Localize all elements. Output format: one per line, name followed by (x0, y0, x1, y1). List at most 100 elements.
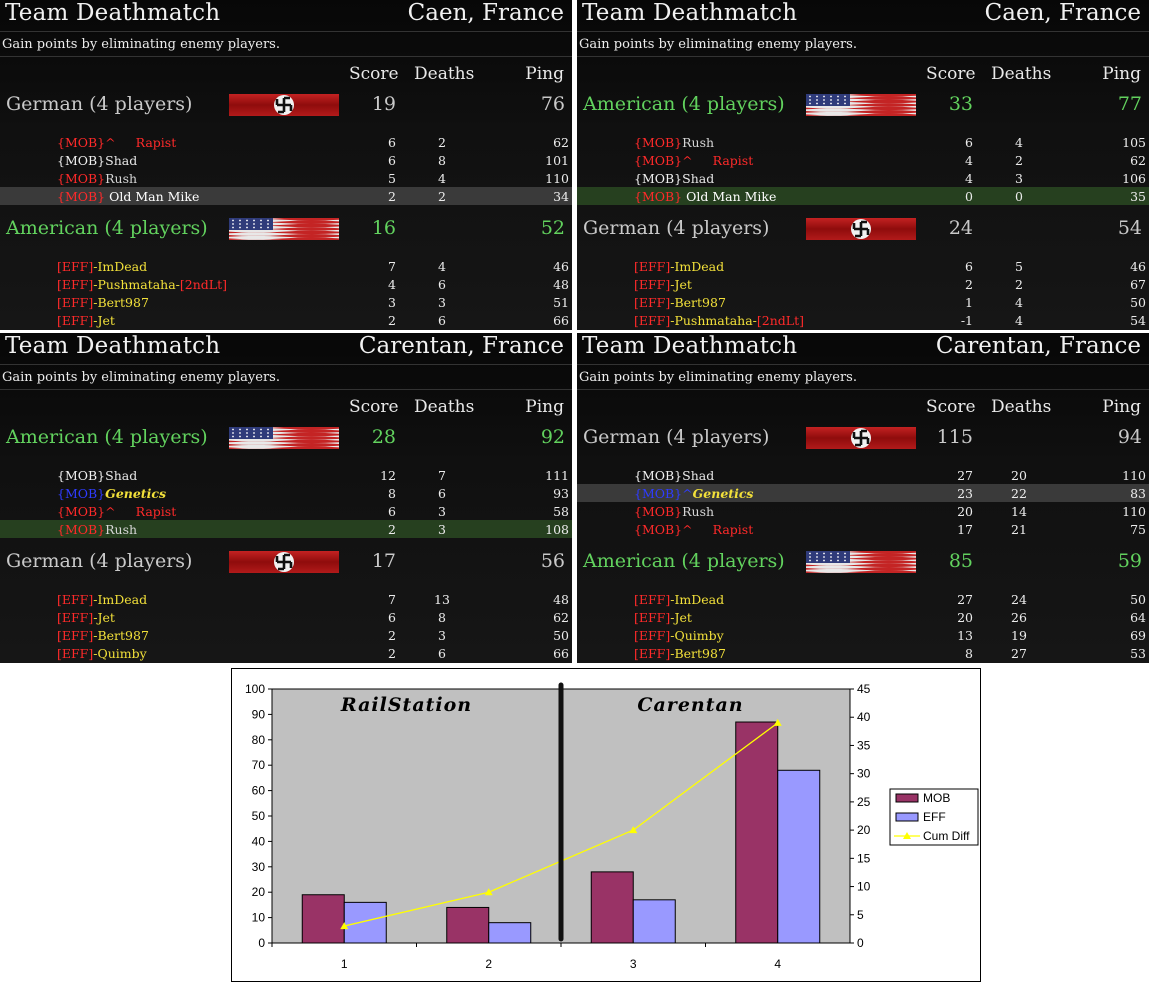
chart-legend: MOB EFF Cum Diff (889, 788, 979, 846)
y2-tick-label: 30 (857, 767, 871, 781)
german-flag-icon (806, 218, 916, 240)
bar-mob (301, 894, 345, 944)
team-score: 85 (948, 550, 973, 572)
player-row[interactable]: [EFF]-ImDead 27 24 50 (577, 590, 1149, 608)
player-ping: 50 (553, 628, 569, 643)
player-nick: -Jet (93, 610, 115, 625)
y2-tick-label: 20 (857, 823, 871, 837)
player-row[interactable]: {MOB}^Genetics 23 22 83 (577, 484, 1149, 502)
player-row[interactable]: {MOB}Rush 5 4 110 (0, 169, 572, 187)
y2-tick-label: 25 (857, 795, 871, 809)
player-row[interactable]: [EFF]-Jet 6 8 62 (0, 608, 572, 626)
player-row[interactable]: {MOB}Shad 6 8 101 (0, 151, 572, 169)
bar-mob (590, 871, 634, 944)
player-row[interactable]: {MOB}Rush 2 3 108 (0, 520, 572, 538)
player-score: 2 (388, 646, 396, 661)
player-row[interactable]: [EFF]-Jet 2 6 66 (0, 311, 572, 329)
player-row[interactable]: [EFF]-ImDead 6 5 46 (577, 257, 1149, 275)
team-ping: 54 (1117, 217, 1142, 239)
player-deaths: 3 (1015, 171, 1023, 186)
player-row[interactable]: [EFF]-Bert987 8 27 53 (577, 644, 1149, 662)
clan-tag: [EFF] (57, 277, 94, 292)
y-tick-label: 20 (252, 885, 266, 899)
ping-column-header: Ping (525, 397, 564, 417)
player-row[interactable]: {MOB}Shad 12 7 111 (0, 466, 572, 484)
player-ping: 105 (1122, 135, 1146, 150)
clan-tag: {MOB} (57, 171, 106, 186)
player-row[interactable]: {MOB}^ Rapist 6 3 58 (0, 502, 572, 520)
map-label-carentan: Carentan (637, 694, 743, 716)
player-row[interactable]: {MOB} Old Man Mike 2 2 34 (0, 187, 572, 205)
score-chart: 0 10 20 30 40 50 60 70 80 90 100 0 5 10 15 20 25 30 35 40 45… (231, 668, 981, 982)
player-nick: -Bert987 (93, 295, 149, 310)
player-score: 27 (957, 468, 973, 483)
game-mode-title: Team Deathmatch (582, 0, 798, 26)
clan-tag: [EFF] (634, 277, 671, 292)
player-score: 6 (965, 259, 973, 274)
ping-column-header: Ping (1102, 64, 1141, 84)
team-name: German (4 players) (6, 550, 193, 572)
player-row[interactable]: {MOB} Old Man Mike 0 0 35 (577, 187, 1149, 205)
player-ping: 64 (1130, 610, 1146, 625)
player-nick: -Quimby (670, 628, 724, 643)
player-name: [EFF]-Bert987 (57, 295, 149, 310)
player-row[interactable]: [EFF]-Jet 20 26 64 (577, 608, 1149, 626)
player-nick: -Jet (670, 277, 692, 292)
player-score: 4 (965, 153, 973, 168)
player-row[interactable]: {MOB}Shad 4 3 106 (577, 169, 1149, 187)
player-name: [EFF]-Quimby (57, 646, 147, 661)
player-row[interactable]: {MOB}^ Rapist 17 21 75 (577, 520, 1149, 538)
player-row[interactable]: [EFF]-Bert987 2 3 50 (0, 626, 572, 644)
y-tick-label: 50 (252, 809, 266, 823)
player-deaths: 4 (438, 259, 446, 274)
clan-tag: [EFF] (57, 259, 94, 274)
player-ping: 69 (1130, 628, 1146, 643)
player-row[interactable]: [EFF]-Quimby 2 6 66 (0, 644, 572, 662)
player-row[interactable]: {MOB}^ Rapist 4 2 62 (577, 151, 1149, 169)
cum-diff-point (773, 718, 782, 726)
player-nick: -ImDead (93, 592, 148, 607)
player-row[interactable]: [EFF]-Jet 2 2 67 (577, 275, 1149, 293)
player-deaths: 4 (1015, 313, 1023, 328)
team-name: American (4 players) (583, 550, 785, 572)
clan-tag: [EFF] (634, 259, 671, 274)
player-row[interactable]: [EFF]-Pushmataha-[2ndLt] -1 4 54 (577, 311, 1149, 329)
player-deaths: 27 (1011, 646, 1027, 661)
player-name: {MOB}Shad (634, 171, 714, 186)
team-header-american: American (4 players) 85 59 (577, 547, 1149, 579)
player-name: {MOB}^Genetics (634, 486, 753, 501)
player-row[interactable]: {MOB}Genetics 8 6 93 (0, 484, 572, 502)
scoreboard-panel-carentan-2: Team Deathmatch Carentan, France Gain poin… (577, 333, 1149, 663)
player-score: 7 (388, 592, 396, 607)
player-row[interactable]: [EFF]-Quimby 13 19 69 (577, 626, 1149, 644)
y-tick-label: 100 (245, 682, 265, 696)
player-row[interactable]: [EFF]-ImDead 7 4 46 (0, 257, 572, 275)
player-row[interactable]: [EFF]-ImDead 7 13 48 (0, 590, 572, 608)
clan-tag: [EFF] (634, 610, 671, 625)
team-score: 24 (948, 217, 973, 239)
player-row[interactable]: {MOB}^ Rapist 6 2 62 (0, 133, 572, 151)
player-row[interactable]: {MOB}Rush 6 4 105 (577, 133, 1149, 151)
team-score: 28 (371, 426, 396, 448)
clan-tag: {MOB}^ (634, 486, 693, 501)
player-name: [EFF]-ImDead (57, 592, 147, 607)
clan-tag: {MOB}^ (57, 504, 116, 519)
player-score: 27 (957, 592, 973, 607)
x-tick-label: 4 (774, 957, 781, 971)
player-row[interactable]: [EFF]-Bert987 3 3 51 (0, 293, 572, 311)
player-row[interactable]: {MOB}Rush 20 14 110 (577, 502, 1149, 520)
clan-tag: {MOB}S (57, 468, 114, 483)
clan-tag: [EFF] (634, 295, 671, 310)
score-column-header: Score (349, 64, 399, 84)
player-row[interactable]: {MOB}Shad 27 20 110 (577, 466, 1149, 484)
x-tick-label: 3 (630, 957, 637, 971)
player-nick: Old Man Mike (109, 189, 200, 204)
player-deaths: 22 (1011, 486, 1027, 501)
player-row[interactable]: [EFF]-Pushmataha-[2ndLt] 4 6 48 (0, 275, 572, 293)
map-name: Carentan, France (935, 333, 1141, 359)
team-header-american: American (4 players) 16 52 (0, 214, 572, 246)
clan-tag: {MOB}S (634, 171, 691, 186)
bar-mob (446, 906, 490, 944)
player-row[interactable]: [EFF]-Bert987 1 4 50 (577, 293, 1149, 311)
clan-tag: [EFF] (634, 628, 671, 643)
